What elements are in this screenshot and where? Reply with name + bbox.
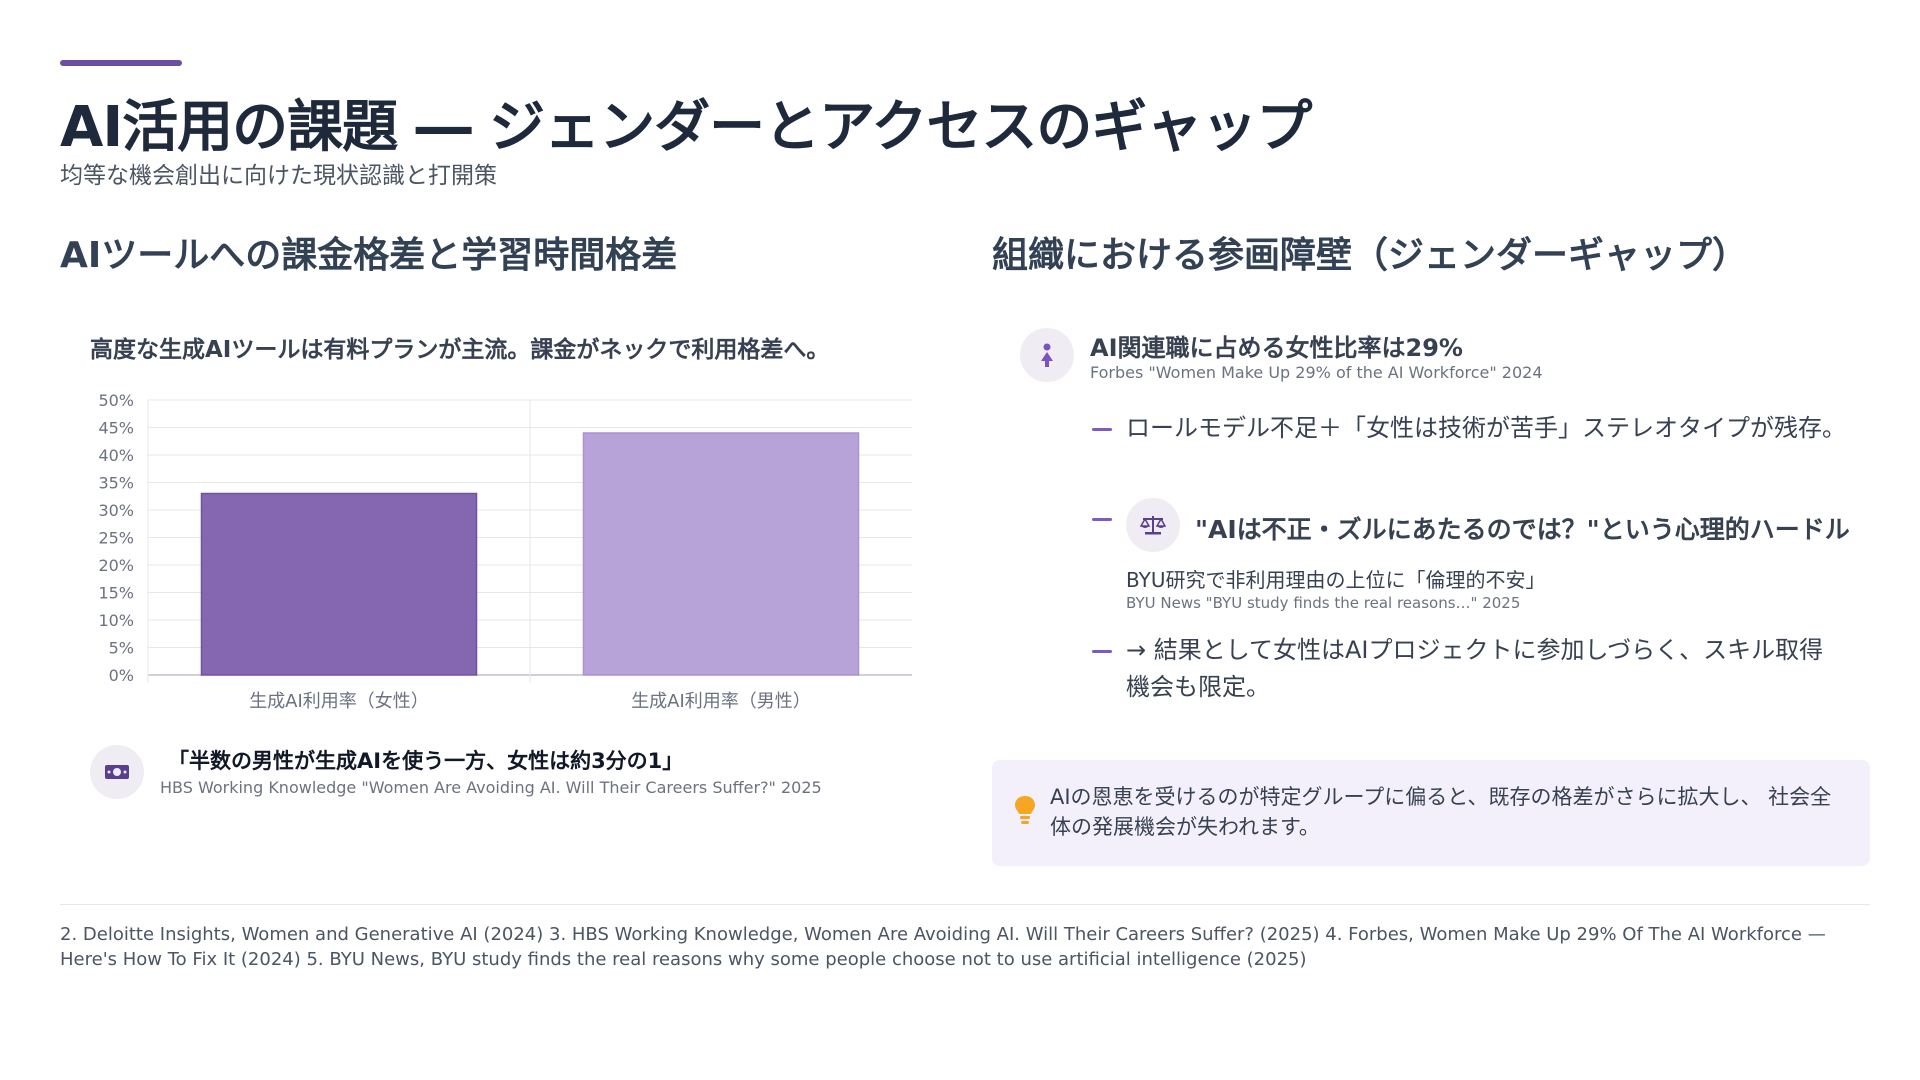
- quote-source: HBS Working Knowledge "Women Are Avoidin…: [160, 778, 822, 797]
- callout-text: AIの恩恵を受けるのが特定グループに偏ると、既存の格差がさらに拡大し、 社会全体…: [1050, 785, 1832, 839]
- bullet-item: → 結果として女性はAIプロジェクトに参加しづらく、スキル取得機会も限定。: [1092, 632, 1852, 712]
- references: 2. Deloitte Insights, Women and Generati…: [60, 924, 1826, 970]
- chart-svg: 0% 5% 10% 15% 20% 25% 30% 35% 40% 45% 50% 生成AI利用率（女…: [98, 391, 912, 712]
- money-icon: [90, 745, 144, 799]
- bar: [200, 492, 478, 676]
- footer-divider: [60, 904, 1870, 905]
- y-tick-label: 40%: [98, 446, 134, 465]
- bullet-item: "AIは不正・ズルにあたるのでは？"という心理的ハードル BYU研究で非利用理由…: [1092, 498, 1852, 618]
- right-section-title: 組織における参画障壁（ジェンダーギャップ）: [992, 235, 1749, 276]
- y-tick-label: 20%: [98, 556, 134, 575]
- bullet-text: → 結果として女性はAIプロジェクトに参加しづらく、スキル取得機会も限定。: [1126, 636, 1824, 701]
- chart-heading: 高度な生成AIツールは有料プランが主流。課金がネックで利用格差へ。: [90, 337, 830, 363]
- usage-bar-chart: 0% 5% 10% 15% 20% 25% 30% 35% 40% 45% 50% 生成AI利用率（女…: [80, 385, 920, 720]
- page-title: AI活用の課題 ― ジェンダーとアクセスのギャップ: [60, 95, 1312, 160]
- bullet-subtext: BYU研究で非利用理由の上位に「倫理的不安」: [1126, 568, 1546, 592]
- bullet-text: ロールモデル不足＋「女性は技術が苦手」ステレオタイプが残存。: [1126, 414, 1846, 442]
- left-section-title: AIツールへの課金格差と学習時間格差: [60, 235, 678, 276]
- y-tick-label: 10%: [98, 611, 134, 630]
- y-tick-label: 35%: [98, 474, 134, 493]
- x-tick-label: 生成AI利用率（女性）: [249, 691, 429, 712]
- bullet-item: ロールモデル不足＋「女性は技術が苦手」ステレオタイプが残存。: [1092, 410, 1852, 490]
- bullet-dash: [1092, 650, 1112, 653]
- bullet-source: BYU News "BYU study finds the real reaso…: [1126, 594, 1521, 612]
- y-tick-label: 5%: [109, 639, 134, 658]
- stat-source: Forbes "Women Make Up 29% of the AI Work…: [1090, 363, 1543, 382]
- y-tick-label: 50%: [98, 391, 134, 410]
- lightbulb-icon: [1015, 796, 1035, 824]
- bullet-text: "AIは不正・ズルにあたるのでは？"という心理的ハードル: [1195, 515, 1850, 544]
- bullet-dash: [1092, 518, 1112, 521]
- y-tick-label: 15%: [98, 584, 134, 603]
- y-tick-label: 25%: [98, 529, 134, 548]
- callout-box: AIの恩恵を受けるのが特定グループに偏ると、既存の格差がさらに拡大し、 社会全体…: [992, 760, 1870, 866]
- y-tick-label: 45%: [98, 419, 134, 438]
- x-tick-label: 生成AI利用率（男性）: [631, 691, 811, 712]
- bullet-dash: [1092, 428, 1112, 431]
- female-person-icon: [1020, 328, 1074, 382]
- bar: [582, 432, 860, 676]
- quote-text: 「半数の男性が生成AIを使う一方、女性は約3分の1」: [168, 749, 684, 773]
- stat-title: AI関連職に占める女性比率は29%: [1090, 334, 1463, 362]
- y-tick-label: 0%: [109, 666, 134, 685]
- y-tick-label: 30%: [98, 501, 134, 520]
- scale-icon: [1126, 498, 1180, 552]
- title-accent-bar: [60, 60, 182, 66]
- quote-row: 「半数の男性が生成AIを使う一方、女性は約3分の1」 HBS Working K…: [90, 745, 850, 805]
- page-subtitle: 均等な機会創出に向けた現状認識と打開策: [60, 163, 497, 189]
- stat-row: AI関連職に占める女性比率は29% Forbes "Women Make Up …: [1020, 328, 1840, 388]
